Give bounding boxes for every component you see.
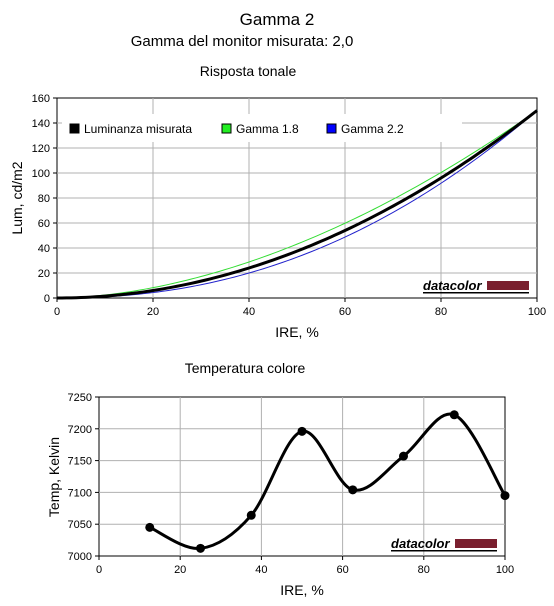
datacolor-logo-underline: [423, 292, 529, 294]
legend-swatch-gamma-22: [326, 123, 337, 134]
legend-item-gamma-18: Gamma 1.8: [221, 122, 299, 136]
temp-point-5: [399, 451, 408, 461]
legend-label-gamma-18: Gamma 1.8: [236, 122, 299, 136]
tone-y-tick-label-120: 120: [32, 143, 50, 155]
temp-plot-area: [98, 396, 506, 557]
datacolor-logo-underline-2: [391, 550, 497, 552]
tone-chart-title: Risposta tonale: [200, 63, 297, 79]
temp-x-tick-label-20: 20: [174, 564, 186, 576]
datacolor-logo-2: datacolor: [391, 536, 497, 552]
temp-point-2: [246, 510, 256, 520]
datacolor-logo: datacolor: [423, 278, 529, 294]
legend-swatch-gamma-18: [221, 123, 232, 134]
temp-y-tick-label-7150: 7150: [68, 456, 92, 468]
temp-point-3: [297, 426, 307, 436]
legend-item-measured: Luminanza misurata: [69, 122, 192, 136]
tone-y-tick-label-100: 100: [32, 168, 50, 180]
tone-y-tick-label-40: 40: [38, 243, 50, 255]
temp-y-tick-label-7050: 7050: [68, 519, 92, 531]
tone-y-tick-label-20: 20: [38, 268, 50, 280]
tone-y-tick-label-0: 0: [44, 293, 50, 305]
tone-y-tick-label-60: 60: [38, 218, 50, 230]
tone-y-tick-label-160: 160: [32, 93, 50, 105]
temp-y-axis-label: Temp, Kelvin: [46, 437, 62, 517]
temp-point-4: [348, 485, 358, 495]
tone-legend: [62, 114, 462, 142]
tone-series-line-0: [56, 109, 538, 300]
legend-label-gamma-22: Gamma 2.2: [341, 122, 404, 136]
tone-axis-ticks: 0 20 40 60 80 100 0 20 40 60 80 100 120 140 160: [32, 93, 547, 318]
legend-swatch-measured: [69, 123, 80, 134]
temp-series: [145, 410, 510, 553]
tone-x-axis-label: IRE, %: [275, 324, 319, 340]
temp-axis-ticks: 0 20 40 60 80 100 7000 7050 7100 7150 7200 7250: [68, 392, 515, 576]
temp-x-tick-label-80: 80: [418, 564, 430, 576]
legend-label-measured: Luminanza misurata: [84, 122, 192, 136]
temp-point-0: [145, 522, 155, 532]
tone-x-tick-label-40: 40: [243, 306, 255, 318]
tone-y-tick-label-140: 140: [32, 118, 50, 130]
tone-series: [56, 109, 538, 300]
tone-x-tick-label-20: 20: [147, 306, 159, 318]
temp-x-tick-label-60: 60: [336, 564, 348, 576]
temp-point-7: [500, 491, 510, 501]
temp-y-tick-label-7000: 7000: [68, 551, 92, 563]
tone-x-tick-label-100: 100: [528, 306, 546, 318]
tone-x-tick-label-0: 0: [54, 306, 60, 318]
tone-x-tick-label-80: 80: [435, 306, 447, 318]
temp-x-tick-label-100: 100: [496, 564, 514, 576]
datacolor-logo-text-2: datacolor: [391, 536, 450, 551]
tone-x-tick-label-60: 60: [339, 306, 351, 318]
tone-series-line-2: [56, 110, 538, 299]
tone-series-line-1: [56, 110, 538, 299]
temp-chart-title: Temperatura colore: [185, 360, 306, 376]
legend-item-gamma-22: Gamma 2.2: [326, 122, 404, 136]
temp-point-1: [196, 543, 205, 553]
page-subtitle: Gamma del monitor misurata: 2,0: [130, 33, 354, 50]
temp-y-tick-label-7250: 7250: [68, 392, 92, 404]
temp-y-tick-label-7100: 7100: [68, 487, 92, 499]
tone-y-axis-label: Lum, cd/m2: [9, 161, 25, 234]
temp-x-tick-label-40: 40: [255, 564, 267, 576]
temp-point-6: [449, 410, 459, 420]
datacolor-logo-text: datacolor: [423, 278, 482, 293]
temp-x-tick-label-0: 0: [96, 564, 102, 576]
datacolor-logo-bar-2: [455, 539, 497, 548]
temp-x-axis-label: IRE, %: [280, 582, 324, 598]
page-title: Gamma 2: [239, 10, 315, 29]
datacolor-logo-bar: [487, 281, 529, 290]
temp-y-tick-label-7200: 7200: [68, 424, 92, 436]
tone-y-tick-label-80: 80: [38, 193, 50, 205]
